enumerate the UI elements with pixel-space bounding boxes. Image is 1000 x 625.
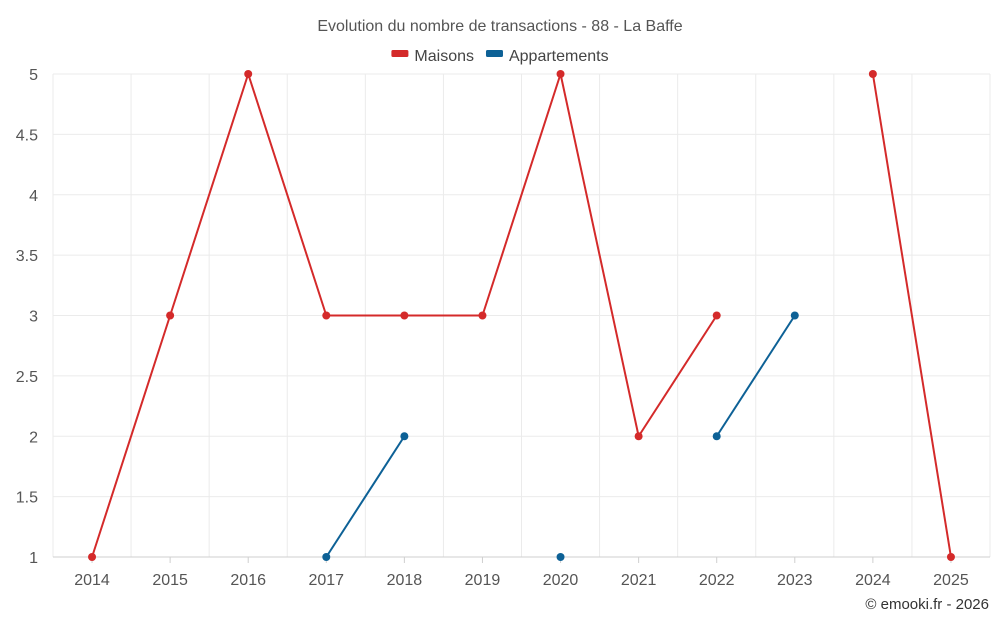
- credit-text: © emooki.fr - 2026: [865, 596, 989, 613]
- data-point[interactable]: [634, 432, 643, 441]
- legend[interactable]: Maisons Appartements: [391, 48, 609, 65]
- x-tick-label: 2025: [933, 572, 969, 589]
- y-tick-label: 4.5: [16, 127, 38, 144]
- data-point[interactable]: [790, 311, 799, 320]
- x-tick-label: 2024: [855, 572, 891, 589]
- chart-title: Evolution du nombre de transactions - 88…: [317, 18, 682, 35]
- x-tick-label: 2019: [465, 572, 501, 589]
- x-tick-label: 2021: [621, 572, 657, 589]
- data-point[interactable]: [244, 70, 253, 78]
- series-maisons: [88, 70, 955, 561]
- x-tick-label: 2022: [699, 572, 735, 589]
- legend-swatch: [485, 50, 503, 57]
- x-tick-label: 2016: [230, 572, 266, 589]
- series-appartements: [322, 311, 799, 561]
- legend-label: Maisons: [414, 48, 474, 65]
- y-tick-label: 3: [29, 309, 38, 326]
- data-point[interactable]: [712, 432, 721, 441]
- data-point[interactable]: [556, 553, 565, 561]
- y-tick-label: 2: [29, 429, 38, 446]
- data-point[interactable]: [400, 432, 409, 441]
- data-point[interactable]: [478, 311, 487, 320]
- legend-swatch: [391, 50, 409, 57]
- data-point[interactable]: [322, 311, 331, 320]
- axes: 1 1.5 2 2.5 3 3.5 4 4.5 5 2014 2015 2016 2017 2018 201…: [16, 67, 990, 589]
- data-point[interactable]: [400, 311, 409, 320]
- series-line: [325, 435, 406, 558]
- data-point[interactable]: [166, 311, 175, 320]
- legend-item-maisons[interactable]: Maisons: [391, 48, 474, 65]
- y-tick-label: 1.5: [16, 490, 38, 507]
- y-tick-label: 5: [29, 67, 38, 84]
- x-tick-label: 2014: [74, 572, 110, 589]
- x-tick-label: 2017: [308, 572, 344, 589]
- x-tick-label: 2018: [387, 572, 423, 589]
- data-point[interactable]: [88, 553, 97, 561]
- grid: [52, 73, 991, 557]
- x-tick-label: 2023: [777, 572, 813, 589]
- data-point[interactable]: [322, 553, 331, 561]
- y-tick-label: 2.5: [16, 369, 38, 386]
- x-tick-label: 2015: [152, 572, 188, 589]
- data-point[interactable]: [946, 553, 955, 561]
- x-tick-label: 2020: [543, 572, 579, 589]
- series-layer: [88, 70, 955, 561]
- y-tick-label: 4: [29, 188, 38, 205]
- legend-label: Appartements: [509, 48, 609, 65]
- data-point[interactable]: [712, 311, 721, 320]
- y-tick-label: 3.5: [16, 248, 38, 265]
- data-point[interactable]: [868, 70, 877, 78]
- series-line: [715, 314, 796, 437]
- y-tick-label: 1: [29, 550, 38, 567]
- data-point[interactable]: [556, 70, 565, 78]
- legend-item-appartements[interactable]: Appartements: [485, 48, 609, 65]
- series-line: [871, 73, 952, 558]
